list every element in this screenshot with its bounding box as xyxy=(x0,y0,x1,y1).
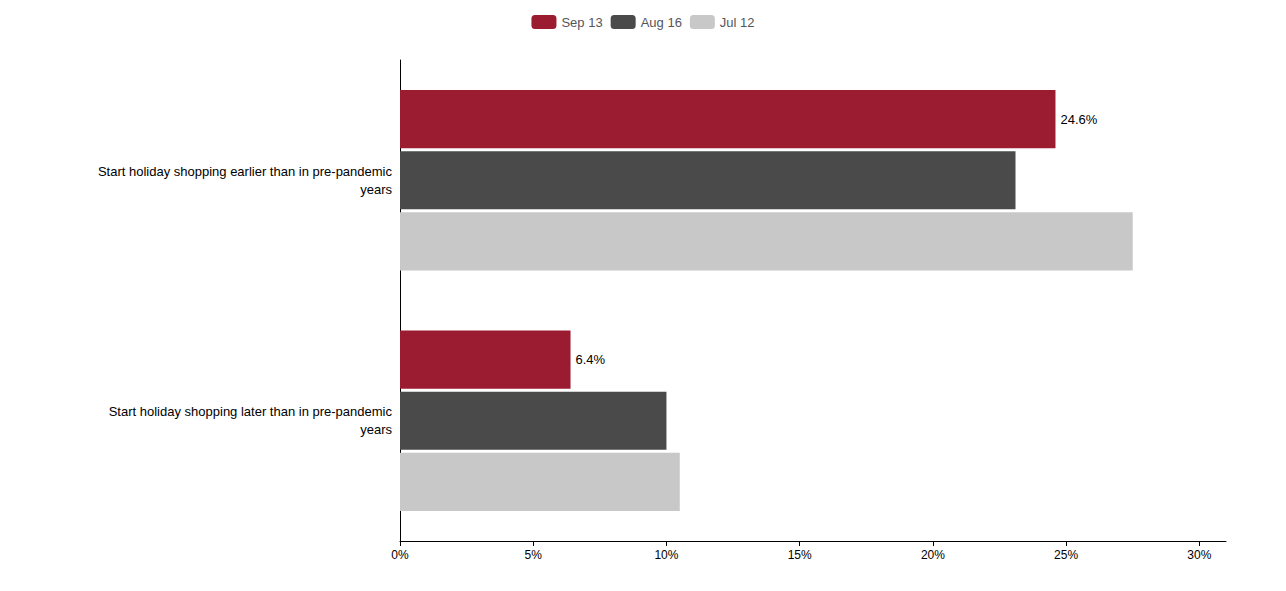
svg-text:5%: 5% xyxy=(525,548,543,562)
svg-text:15%: 15% xyxy=(788,548,812,562)
svg-text:Sep 13: Sep 13 xyxy=(561,15,602,30)
svg-text:Jul 12: Jul 12 xyxy=(720,15,755,30)
svg-text:24.6%: 24.6% xyxy=(1060,112,1097,127)
svg-text:30%: 30% xyxy=(1187,548,1211,562)
svg-text:10%: 10% xyxy=(654,548,678,562)
svg-text:Start holiday shopping later t: Start holiday shopping later than in pre… xyxy=(109,404,393,419)
svg-text:Aug 16: Aug 16 xyxy=(641,15,682,30)
svg-text:25%: 25% xyxy=(1054,548,1078,562)
svg-text:20%: 20% xyxy=(921,548,945,562)
svg-text:years: years xyxy=(360,182,392,197)
svg-text:Start holiday shopping earlier: Start holiday shopping earlier than in p… xyxy=(98,164,393,179)
svg-text:6.4%: 6.4% xyxy=(576,352,606,367)
svg-text:years: years xyxy=(360,422,392,437)
svg-text:0%: 0% xyxy=(391,548,409,562)
